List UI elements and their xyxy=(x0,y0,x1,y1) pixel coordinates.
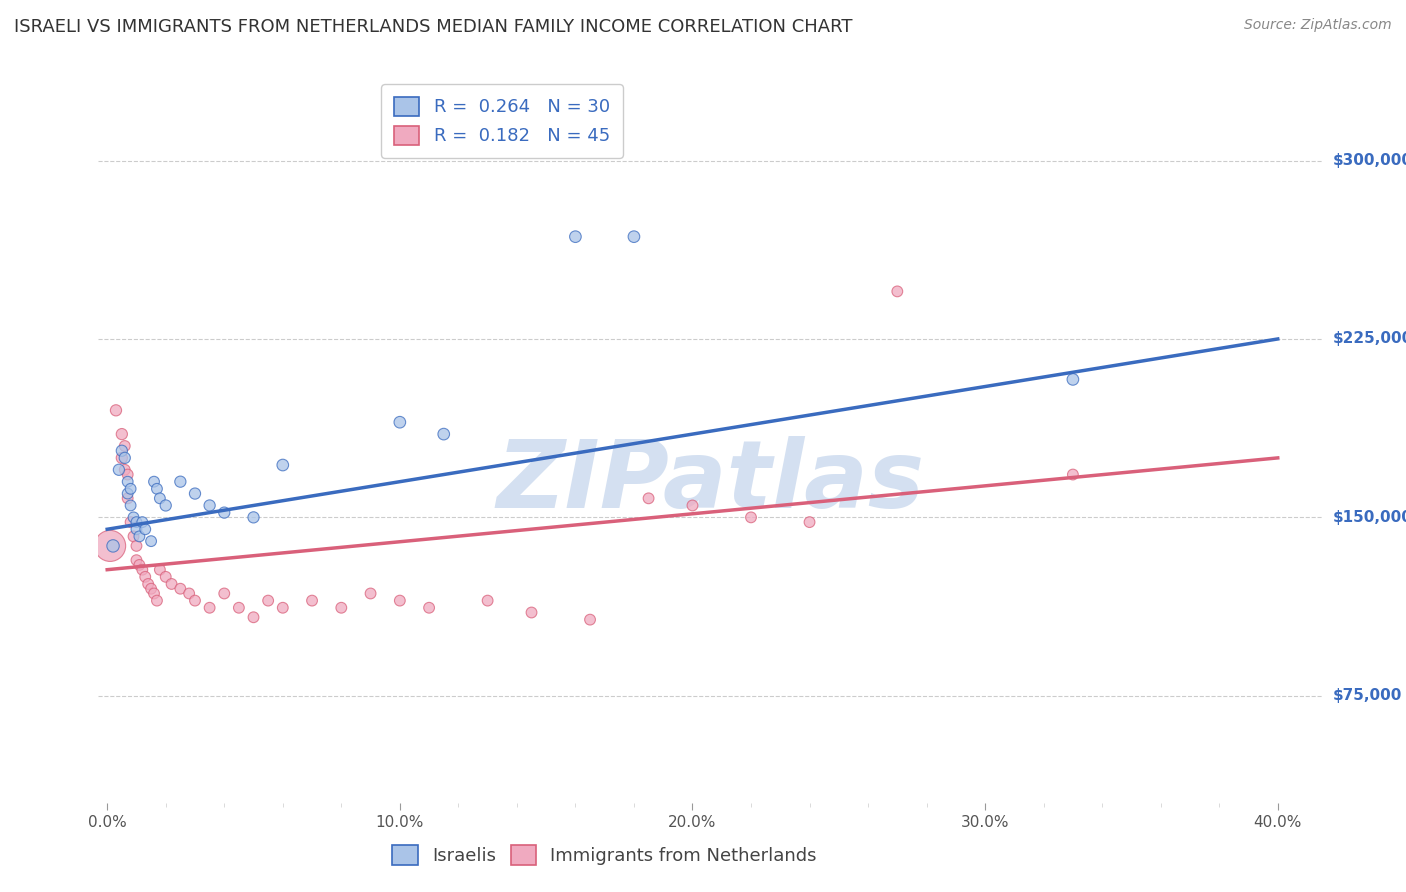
Point xyxy=(111,450,134,465)
Point xyxy=(477,593,499,607)
Point xyxy=(143,475,166,489)
Point xyxy=(257,593,280,607)
Point xyxy=(149,491,172,506)
Point xyxy=(242,610,264,624)
Point xyxy=(740,510,762,524)
Point xyxy=(128,529,150,543)
Point xyxy=(146,593,169,607)
Point xyxy=(520,606,543,620)
Point xyxy=(117,467,139,482)
Point xyxy=(139,534,162,549)
Text: ISRAELI VS IMMIGRANTS FROM NETHERLANDS MEDIAN FAMILY INCOME CORRELATION CHART: ISRAELI VS IMMIGRANTS FROM NETHERLANDS M… xyxy=(14,18,852,36)
Text: ZIPatlas: ZIPatlas xyxy=(496,435,924,528)
Point xyxy=(212,506,235,520)
Point xyxy=(564,229,586,244)
Text: $150,000: $150,000 xyxy=(1333,510,1406,524)
Text: $75,000: $75,000 xyxy=(1333,689,1402,703)
Point xyxy=(198,499,221,513)
Point xyxy=(388,593,411,607)
Text: $300,000: $300,000 xyxy=(1333,153,1406,168)
Point xyxy=(114,463,136,477)
Point xyxy=(131,563,153,577)
Point xyxy=(155,570,177,584)
Point xyxy=(1062,372,1084,386)
Point xyxy=(146,482,169,496)
Point xyxy=(637,491,659,506)
Point xyxy=(228,600,250,615)
Point xyxy=(143,586,166,600)
Text: $225,000: $225,000 xyxy=(1333,332,1406,346)
Point xyxy=(125,515,148,529)
Point xyxy=(122,510,145,524)
Point xyxy=(1062,467,1084,482)
Point xyxy=(117,475,139,489)
Legend: R =  0.264   N = 30, R =  0.182   N = 45: R = 0.264 N = 30, R = 0.182 N = 45 xyxy=(381,84,623,158)
Point xyxy=(104,403,127,417)
Point xyxy=(125,553,148,567)
Point xyxy=(134,570,156,584)
Point xyxy=(128,558,150,572)
Point xyxy=(111,443,134,458)
Point xyxy=(117,491,139,506)
Point xyxy=(418,600,440,615)
Point xyxy=(799,515,821,529)
Point xyxy=(271,600,294,615)
Point xyxy=(114,439,136,453)
Point xyxy=(111,427,134,442)
Point xyxy=(301,593,323,607)
Point xyxy=(98,539,121,553)
Point xyxy=(114,450,136,465)
Point xyxy=(122,529,145,543)
Point xyxy=(433,427,456,442)
Point xyxy=(330,600,353,615)
Legend: Israelis, Immigrants from Netherlands: Israelis, Immigrants from Netherlands xyxy=(384,836,825,874)
Point xyxy=(155,499,177,513)
Point xyxy=(198,600,221,615)
Point xyxy=(160,577,183,591)
Point xyxy=(134,522,156,536)
Point xyxy=(579,613,602,627)
Point xyxy=(388,415,411,429)
Point xyxy=(184,486,207,500)
Point xyxy=(169,582,191,596)
Point xyxy=(242,510,264,524)
Point xyxy=(120,515,142,529)
Point xyxy=(101,539,124,553)
Point xyxy=(360,586,382,600)
Point xyxy=(125,539,148,553)
Point xyxy=(886,285,908,299)
Point xyxy=(184,593,207,607)
Point xyxy=(117,486,139,500)
Point xyxy=(623,229,645,244)
Point xyxy=(108,463,131,477)
Point xyxy=(169,475,191,489)
Point xyxy=(682,499,704,513)
Point xyxy=(139,582,162,596)
Point xyxy=(120,499,142,513)
Point xyxy=(120,482,142,496)
Point xyxy=(212,586,235,600)
Point xyxy=(136,577,159,591)
Point xyxy=(271,458,294,472)
Text: Source: ZipAtlas.com: Source: ZipAtlas.com xyxy=(1244,18,1392,32)
Point xyxy=(179,586,201,600)
Point xyxy=(125,522,148,536)
Point xyxy=(131,515,153,529)
Point xyxy=(149,563,172,577)
